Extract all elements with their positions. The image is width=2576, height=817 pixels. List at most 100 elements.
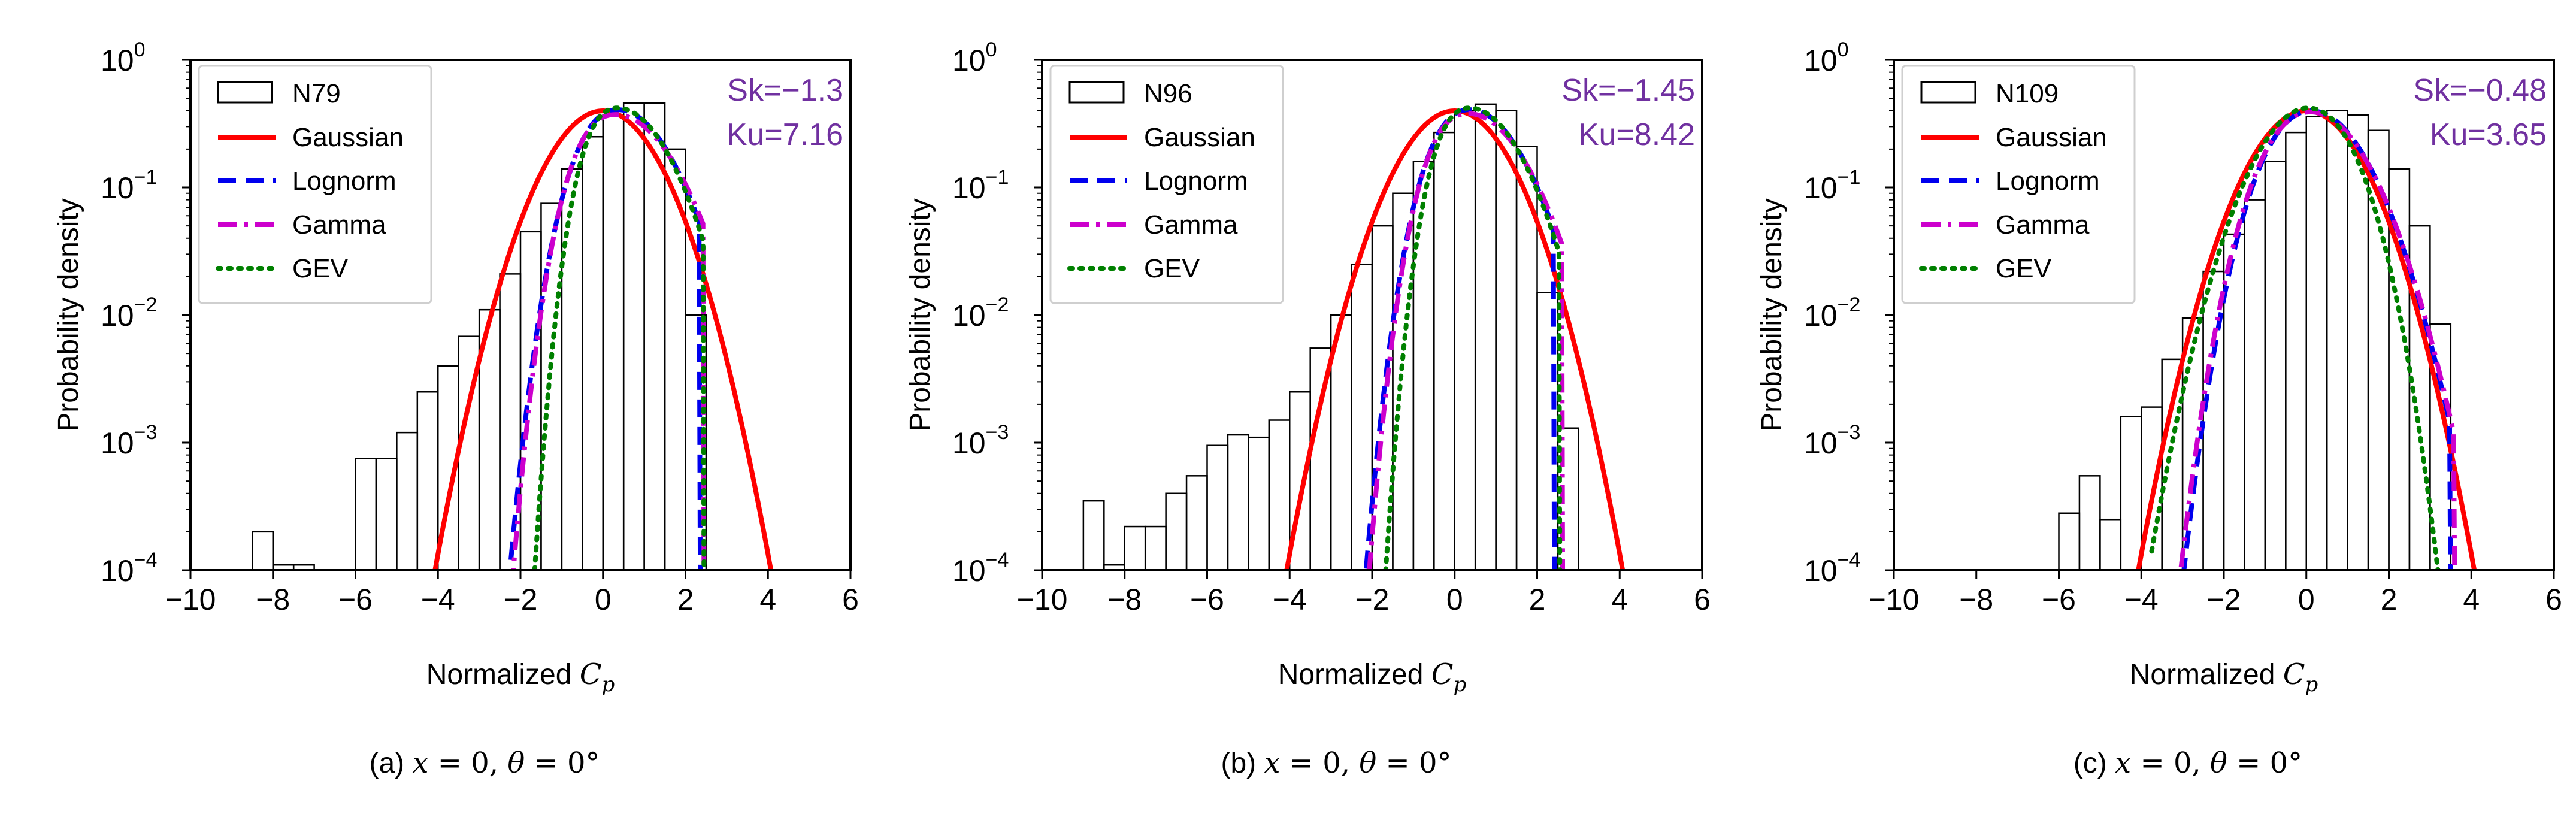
- skewness-value: Sk=−1.3: [727, 73, 843, 108]
- x-tick-label: 4: [1611, 583, 1628, 616]
- histogram-bar: [1495, 110, 1518, 570]
- histogram-bar: [1206, 444, 1229, 570]
- legend-box: [198, 65, 432, 304]
- caption-eq1: = 0,: [429, 746, 508, 780]
- y-tick-label: 10−2: [1804, 293, 1860, 332]
- legend-histogram-swatch: [1920, 81, 1976, 104]
- histogram-bar: [499, 273, 522, 570]
- caption-label: (c): [2073, 748, 2115, 779]
- y-tick-base: 10: [952, 299, 986, 332]
- histogram-bar: [561, 168, 583, 570]
- x-axis-label-var: C: [2283, 658, 2305, 691]
- x-tick-label: 4: [2463, 583, 2480, 616]
- x-tick-label: −10: [1017, 583, 1068, 616]
- y-tick-exponent: −3: [134, 421, 158, 444]
- x-axis-label: Normalized Cp: [1278, 658, 1467, 697]
- histogram-bar: [1474, 103, 1497, 570]
- chart-panel-b: −10 −8 −6 −4 −2 0 2 4 610010−110−210−310−4Probab…: [904, 38, 1711, 780]
- legend-label: Lognorm: [292, 167, 396, 196]
- histogram-bar: [2326, 110, 2348, 570]
- histogram-bar: [396, 431, 419, 570]
- gev-curve: [1383, 105, 1563, 570]
- legend-histogram-swatch: [1068, 81, 1125, 104]
- y-tick-exponent: −1: [986, 166, 1009, 189]
- y-tick-exponent: −1: [1838, 166, 1861, 189]
- gamma-curve: [511, 112, 707, 570]
- x-tick-label: 0: [1446, 583, 1463, 616]
- x-axis-label-prefix: Normalized: [1278, 659, 1431, 691]
- y-tick-label: 10−2: [101, 293, 157, 332]
- chart-panel-a: −10 −8 −6 −4 −2 0 2 4 610010−110−210−310−4Probab…: [53, 38, 859, 780]
- x-tick-label: 6: [842, 583, 859, 616]
- x-axis-label-sub: p: [1454, 673, 1467, 697]
- y-tick-base: 10: [952, 44, 986, 77]
- y-tick-exponent: −2: [986, 293, 1009, 316]
- y-tick-base: 10: [1804, 426, 1838, 460]
- legend-label: GEV: [1996, 254, 2052, 283]
- legend: N109 Gaussian Lognorm Gamma GEV: [1901, 65, 2136, 304]
- y-tick-label: 10−2: [952, 293, 1009, 332]
- x-tick-label: −6: [338, 583, 373, 616]
- x-axis-label-var: C: [580, 658, 602, 691]
- y-tick-label: 10−4: [1804, 549, 1860, 588]
- y-tick-exponent: 0: [134, 38, 146, 61]
- fitted-curves: [2136, 105, 2477, 570]
- histogram-bar: [1144, 525, 1167, 570]
- caption-theta: θ: [2210, 746, 2227, 780]
- panel-caption: (c) x = 0, θ = 0°: [2073, 746, 2302, 780]
- histogram-bar: [602, 114, 625, 570]
- histogram-bar: [2161, 358, 2184, 570]
- y-tick-label: 10−4: [101, 549, 157, 588]
- legend-label: Gamma: [1144, 210, 1238, 240]
- caption-label: (b): [1221, 748, 1264, 779]
- fitted-curves: [432, 105, 774, 570]
- legend-label: N109: [1996, 79, 2059, 108]
- caption-theta: θ: [1359, 746, 1376, 780]
- histogram-bar: [375, 458, 398, 570]
- x-tick-label: 4: [759, 583, 776, 616]
- histogram-bar: [582, 135, 604, 570]
- caption-eq2: = 0°: [1376, 746, 1451, 780]
- x-tick-label: −6: [1190, 583, 1224, 616]
- x-tick-label: −8: [1959, 583, 1993, 616]
- chart-panel-c: −10 −8 −6 −4 −2 0 2 4 610010−110−210−310−4Probab…: [1756, 38, 2562, 780]
- lognorm-curve: [2181, 108, 2453, 570]
- legend-label: N96: [1144, 79, 1192, 108]
- x-tick-label: −2: [2206, 583, 2241, 616]
- legend-histogram-swatch: [217, 81, 273, 104]
- x-axis-label-var: C: [1431, 658, 1454, 691]
- y-tick-base: 10: [1804, 554, 1838, 588]
- y-tick-exponent: 0: [986, 38, 997, 61]
- y-tick-base: 10: [101, 426, 134, 460]
- y-tick-base: 10: [101, 44, 134, 77]
- histogram-bar: [2120, 416, 2142, 570]
- lognorm-curve: [507, 107, 703, 570]
- x-tick-label: −4: [2124, 583, 2159, 616]
- histogram-bar: [2264, 161, 2287, 570]
- y-tick-base: 10: [1804, 299, 1838, 332]
- caption-label: (a): [369, 748, 412, 779]
- x-tick-label: 0: [2298, 583, 2315, 616]
- legend-label: Lognorm: [1996, 167, 2100, 196]
- histogram-bar: [1124, 525, 1146, 570]
- histogram-bar: [1412, 161, 1435, 570]
- legend-box: [1901, 65, 2136, 304]
- y-tick-base: 10: [1804, 171, 1838, 205]
- x-tick-label: −4: [421, 583, 455, 616]
- kurtosis-value: Ku=8.42: [1578, 117, 1695, 152]
- histogram-bar: [1227, 434, 1249, 570]
- y-tick-exponent: −4: [134, 549, 158, 571]
- y-tick-exponent: −3: [1838, 421, 1861, 444]
- histogram-bar: [2058, 512, 2081, 570]
- x-tick-label: −2: [503, 583, 537, 616]
- histogram-bar: [685, 314, 707, 570]
- histogram-bar: [2305, 116, 2328, 570]
- x-tick-label: −8: [256, 583, 290, 616]
- y-tick-label: 10−1: [1804, 166, 1860, 205]
- x-tick-label: −10: [1869, 583, 1920, 616]
- caption-eq2: = 0°: [525, 746, 600, 780]
- panel-caption: (a) x = 0, θ = 0°: [369, 746, 600, 780]
- x-tick-label: 6: [1694, 583, 1711, 616]
- x-tick-label: −8: [1107, 583, 1142, 616]
- panel-caption: (b) x = 0, θ = 0°: [1221, 746, 1451, 780]
